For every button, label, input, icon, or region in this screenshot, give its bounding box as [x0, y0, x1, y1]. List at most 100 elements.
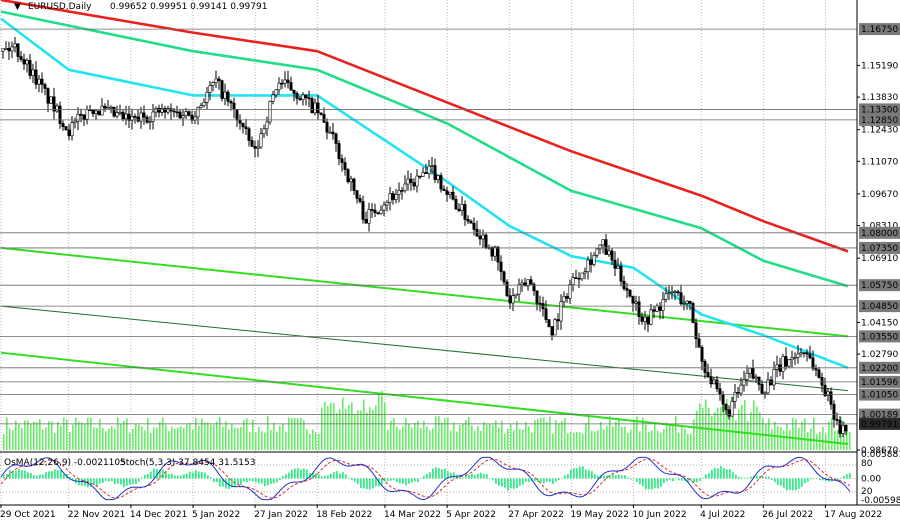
price-label-1.07350: 1.07350	[861, 244, 898, 254]
volume-bar	[348, 405, 350, 450]
osma-bar	[513, 478, 515, 489]
volume-bar	[480, 431, 482, 450]
candle-down	[832, 404, 836, 420]
osma-bar	[321, 476, 323, 479]
volume-bar	[828, 421, 830, 450]
osma-bar	[171, 473, 173, 479]
price-tag-1.02200	[859, 361, 900, 374]
osma-bar	[726, 469, 728, 479]
osma-bar	[741, 477, 743, 479]
osma-bar	[795, 478, 797, 491]
osma-bar	[477, 473, 479, 479]
osma-bar	[633, 478, 635, 480]
osma-bar	[348, 477, 350, 479]
candle-down	[127, 113, 131, 121]
candle-up	[13, 43, 17, 48]
candle-up	[73, 120, 77, 124]
volume-bar	[147, 417, 149, 450]
volume-bar	[714, 412, 716, 450]
candle-down	[466, 219, 470, 222]
volume-bar	[522, 429, 524, 450]
osma-bar	[324, 475, 326, 479]
stoch-label: Stoch(5,3,3) 37.8454 31.5153	[120, 458, 255, 468]
candle-down	[340, 158, 344, 163]
volume-bar	[96, 427, 98, 450]
osma-bar	[606, 475, 608, 479]
osc-label-0: 0.0058815	[861, 450, 900, 460]
osma-bar	[183, 474, 185, 479]
osma-bar	[528, 478, 530, 483]
osma-bar	[18, 468, 20, 479]
volume-bar	[201, 418, 203, 450]
osma-bar	[672, 478, 674, 482]
candle-up	[799, 352, 803, 355]
volume-bar	[159, 422, 161, 450]
volume-bar	[558, 423, 560, 450]
osma-bar	[702, 477, 704, 479]
osma-bar	[504, 478, 506, 488]
candle-up	[223, 91, 227, 99]
price-label-1.15190: 1.15190	[861, 61, 898, 71]
candle-down	[811, 357, 815, 369]
osma-bar	[180, 475, 182, 479]
osma-bar	[798, 478, 800, 489]
candle-down	[220, 80, 224, 99]
osma-bar	[336, 471, 338, 479]
osma-bar	[498, 478, 500, 486]
osma-bar	[3, 475, 5, 479]
candle-up	[70, 122, 74, 137]
candle-down	[373, 209, 377, 214]
price-label-1.02200: 1.02200	[861, 364, 898, 374]
osma-bar	[501, 478, 503, 487]
osma-bar	[771, 478, 773, 481]
candle-down	[412, 182, 416, 187]
volume-bar	[6, 417, 8, 450]
candle-down	[364, 219, 368, 224]
candle-up	[559, 301, 563, 322]
candle-up	[25, 60, 29, 65]
candle-down	[472, 222, 476, 230]
candle-down	[727, 409, 731, 417]
candle-up	[592, 254, 596, 265]
candle-down	[376, 212, 380, 215]
osma-bar	[822, 478, 824, 481]
osma-bar	[720, 466, 722, 479]
volume-bar	[336, 413, 338, 450]
candle-down	[439, 175, 443, 190]
volume-bar	[216, 421, 218, 450]
price-tag-1.03550	[859, 330, 900, 343]
candle-up	[154, 108, 158, 113]
time-label-0: 29 Oct 2021	[0, 510, 56, 520]
candle-down	[508, 295, 512, 304]
volume-bar	[663, 429, 665, 450]
osma-bar	[372, 478, 374, 489]
volume-bar	[720, 407, 722, 450]
candle-up	[670, 291, 674, 294]
candle-down	[40, 78, 44, 85]
time-label-13: 17 Aug 2022	[824, 510, 882, 520]
osma-bar	[153, 468, 155, 479]
osma-bar	[441, 469, 443, 479]
osma-bar	[357, 478, 359, 484]
volume-bar	[126, 418, 128, 450]
osma-bar	[465, 475, 467, 479]
osma-bar	[228, 478, 230, 490]
candle-up	[427, 165, 431, 174]
osma-bar	[63, 474, 65, 479]
osma-bar	[246, 478, 248, 483]
osma-bar	[693, 478, 695, 483]
candle-down	[535, 290, 539, 304]
osma-bar	[240, 478, 242, 485]
osma-bar	[729, 469, 731, 479]
volume-bar	[645, 424, 647, 450]
candle-down	[769, 379, 773, 386]
volume-bar	[513, 430, 515, 450]
candle-down	[361, 201, 365, 220]
candle-up	[214, 78, 218, 83]
osma-bar	[669, 478, 671, 481]
volume-bar	[198, 425, 200, 450]
volume-bar	[396, 426, 398, 450]
osma-bar	[363, 478, 365, 489]
volume-bar	[537, 419, 539, 450]
volume-bar	[189, 422, 191, 450]
